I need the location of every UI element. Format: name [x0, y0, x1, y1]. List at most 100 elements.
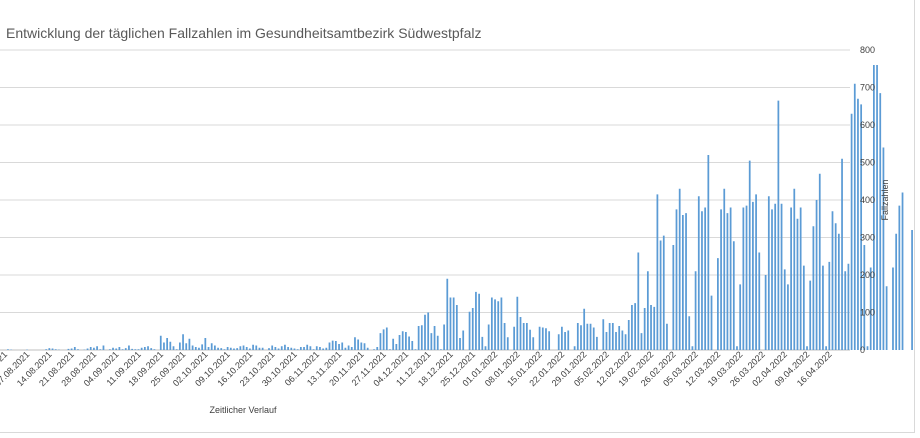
bar	[395, 344, 398, 350]
bar	[767, 196, 770, 350]
bar	[589, 323, 592, 350]
bar	[774, 203, 777, 350]
bar	[306, 344, 309, 350]
bar	[328, 342, 331, 350]
bar	[866, 346, 869, 350]
bar	[631, 305, 633, 350]
bar	[901, 192, 904, 350]
bar	[299, 347, 302, 350]
bar	[433, 326, 436, 350]
bar	[710, 295, 713, 351]
bar	[143, 347, 146, 350]
bar	[73, 347, 76, 350]
x-tick-labels: 31.07.202107.08.202114.08.202121.08.2021…	[0, 349, 834, 388]
bar	[538, 326, 541, 350]
bar	[729, 207, 732, 350]
bar	[134, 349, 137, 350]
bar	[828, 261, 831, 351]
bar	[656, 194, 659, 351]
bar	[611, 323, 614, 350]
bar	[532, 337, 535, 350]
bar	[363, 343, 366, 350]
bar	[96, 346, 98, 350]
bar	[354, 337, 356, 350]
y-tick-label: 100	[860, 308, 875, 318]
bar	[459, 338, 461, 350]
bar	[796, 218, 799, 350]
bar	[653, 306, 656, 351]
bar	[697, 196, 700, 350]
bar	[780, 203, 783, 350]
bar	[506, 337, 509, 350]
bar	[341, 342, 344, 350]
chart-title: Entwicklung der täglichen Fallzahlen im …	[6, 25, 482, 41]
bar	[860, 104, 863, 351]
bar	[876, 65, 878, 350]
bar	[576, 323, 579, 350]
bar	[707, 155, 710, 350]
y-tick-label: 200	[860, 270, 875, 280]
bar	[825, 346, 827, 350]
bar	[490, 297, 493, 350]
bar	[45, 349, 48, 350]
bar	[446, 278, 449, 350]
bar	[427, 312, 430, 350]
bar	[694, 271, 697, 350]
bar	[191, 345, 194, 350]
bar	[7, 349, 9, 350]
bar	[357, 339, 360, 350]
bar	[717, 258, 719, 351]
bar	[873, 65, 875, 350]
bar	[837, 233, 840, 350]
bar	[207, 347, 210, 350]
bar	[172, 346, 175, 350]
bar	[764, 275, 767, 350]
bar	[790, 207, 792, 350]
bar	[166, 338, 169, 350]
bar	[309, 346, 312, 350]
bar	[417, 326, 420, 350]
bar	[86, 348, 89, 350]
bar	[236, 348, 239, 351]
bar	[296, 349, 299, 350]
bar	[650, 305, 652, 350]
bar	[500, 297, 503, 350]
bar	[443, 324, 445, 350]
bar	[844, 271, 847, 350]
bar	[580, 325, 582, 350]
bar	[592, 327, 595, 350]
bar	[487, 324, 490, 350]
bar	[89, 347, 92, 350]
bar	[726, 213, 729, 351]
y-tick-labels: 0 100 200 300 400 500 600 700 800	[860, 45, 875, 355]
bar	[344, 347, 347, 350]
bar	[239, 346, 242, 350]
bar	[634, 303, 636, 351]
bar	[131, 348, 133, 351]
bar	[99, 349, 102, 350]
bar	[755, 194, 757, 351]
gridlines	[0, 49, 850, 351]
bar	[182, 334, 184, 350]
bar	[137, 349, 140, 350]
bar	[522, 323, 525, 350]
bar	[624, 334, 627, 350]
bar	[373, 349, 375, 350]
bar	[322, 348, 324, 350]
bar	[198, 347, 200, 350]
bar	[325, 347, 328, 350]
y-tick-label: 0	[860, 345, 865, 355]
bar	[159, 335, 162, 350]
bar	[834, 223, 837, 350]
bar	[516, 296, 519, 350]
bar	[573, 346, 576, 350]
bar	[777, 100, 780, 351]
bar	[557, 334, 560, 350]
bar	[752, 201, 754, 351]
bar	[284, 344, 286, 350]
bar	[424, 314, 426, 350]
bar	[643, 308, 646, 350]
bar	[169, 341, 172, 350]
bar	[818, 173, 821, 350]
